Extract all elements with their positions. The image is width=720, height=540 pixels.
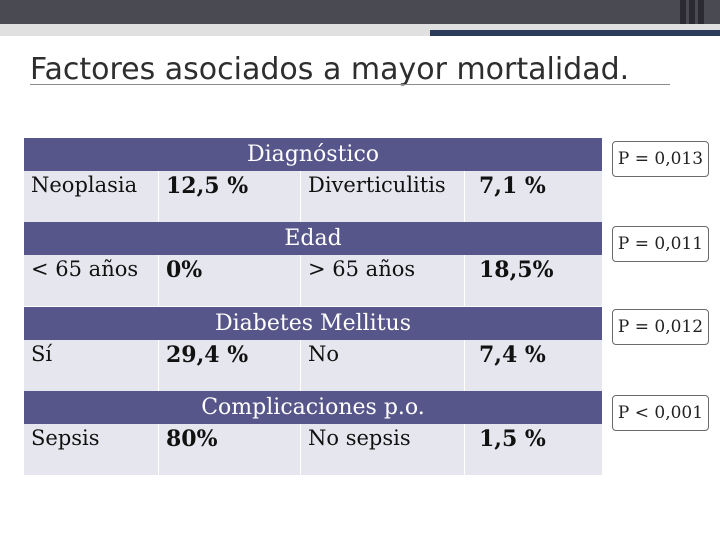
table-row: Sepsis 80% No sepsis 1,5 % <box>24 424 602 475</box>
row-value-cell: 0% <box>159 255 301 306</box>
row-label-cell: No <box>301 340 465 391</box>
row-label-cell: No sepsis <box>301 424 465 475</box>
top-bar-accent-dark <box>430 30 720 36</box>
top-bar <box>0 0 720 24</box>
table-row: Neoplasia 12,5 % Diverticulitis 7,1 % <box>24 171 602 222</box>
row-value-cell: 7,1 % <box>479 173 546 199</box>
row-value-cell: 80% <box>159 424 301 475</box>
row-label-cell: > 65 años <box>301 255 465 306</box>
slide-title: Factores asociados a mayor mortalidad. <box>30 52 630 87</box>
p-value-box: P = 0,011 <box>612 226 709 262</box>
top-bar-blocks <box>680 0 704 24</box>
p-value-box: P < 0,001 <box>612 395 709 431</box>
row-value-cell: 18,5% <box>479 257 554 283</box>
row-label-cell: Diverticulitis <box>301 171 465 222</box>
table-row: < 65 años 0% > 65 años 18,5% <box>24 255 602 306</box>
row-value-cell: 1,5 % <box>479 426 546 452</box>
title-rule <box>30 84 670 85</box>
p-value-box: P = 0,012 <box>612 309 709 345</box>
row-label-cell: Sepsis <box>24 424 159 475</box>
section-header-edad: Edad <box>24 222 602 255</box>
table-row: Sí 29,4 % No 7,4 % <box>24 340 602 391</box>
row-value-cell: 29,4 % <box>159 340 301 391</box>
section-header-diagnostico: Diagnóstico <box>24 138 602 171</box>
row-label-cell: Neoplasia <box>24 171 159 222</box>
row-value-cell: 12,5 % <box>159 171 301 222</box>
section-header-complicaciones: Complicaciones p.o. <box>24 391 602 424</box>
row-value-cell: 7,4 % <box>479 342 546 368</box>
section-header-diabetes: Diabetes Mellitus <box>24 307 602 340</box>
row-label-cell: < 65 años <box>24 255 159 306</box>
p-value-box: P = 0,013 <box>612 141 709 177</box>
row-label-cell: Sí <box>24 340 159 391</box>
